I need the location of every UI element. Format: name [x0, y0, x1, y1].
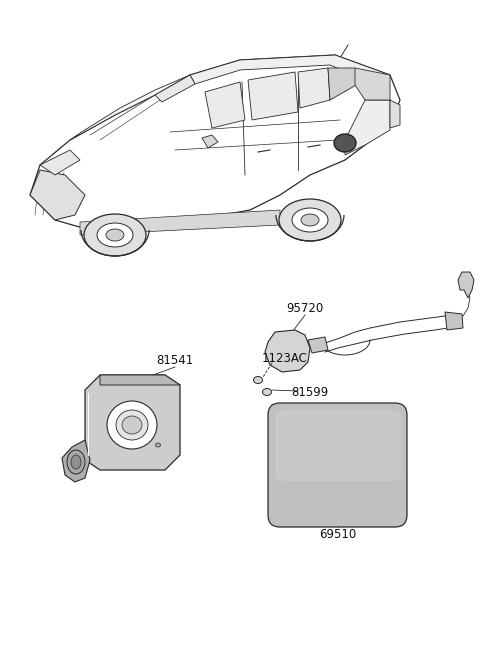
Polygon shape	[390, 100, 400, 128]
Polygon shape	[202, 135, 218, 148]
Polygon shape	[328, 68, 365, 100]
Polygon shape	[155, 75, 195, 102]
Polygon shape	[100, 375, 180, 385]
Polygon shape	[355, 68, 390, 100]
Ellipse shape	[84, 214, 146, 256]
Polygon shape	[265, 330, 310, 372]
Ellipse shape	[97, 223, 133, 247]
Polygon shape	[70, 75, 190, 140]
Polygon shape	[445, 312, 463, 330]
Polygon shape	[85, 375, 180, 470]
Polygon shape	[248, 72, 298, 120]
Ellipse shape	[71, 455, 81, 469]
Text: 69510: 69510	[319, 528, 357, 541]
Ellipse shape	[292, 208, 328, 232]
Polygon shape	[30, 55, 400, 230]
Text: 95720: 95720	[287, 302, 324, 315]
Polygon shape	[190, 55, 390, 84]
Polygon shape	[80, 210, 280, 235]
Ellipse shape	[253, 376, 263, 384]
Polygon shape	[308, 337, 328, 353]
Text: 81541: 81541	[156, 353, 193, 367]
Ellipse shape	[107, 401, 157, 449]
Polygon shape	[298, 68, 330, 108]
Ellipse shape	[301, 214, 319, 226]
Ellipse shape	[263, 388, 272, 396]
Ellipse shape	[122, 416, 142, 434]
Ellipse shape	[106, 229, 124, 241]
Ellipse shape	[67, 450, 85, 474]
Text: 81599: 81599	[291, 386, 329, 399]
Text: 1123AC: 1123AC	[262, 351, 308, 365]
Ellipse shape	[279, 199, 341, 241]
Polygon shape	[30, 170, 85, 220]
Polygon shape	[458, 272, 474, 298]
Ellipse shape	[116, 410, 148, 440]
Polygon shape	[205, 82, 245, 128]
Polygon shape	[345, 100, 390, 155]
Ellipse shape	[156, 443, 160, 447]
Ellipse shape	[334, 134, 356, 152]
FancyBboxPatch shape	[275, 410, 401, 481]
FancyBboxPatch shape	[268, 403, 407, 527]
Polygon shape	[40, 150, 80, 175]
Polygon shape	[62, 440, 90, 482]
